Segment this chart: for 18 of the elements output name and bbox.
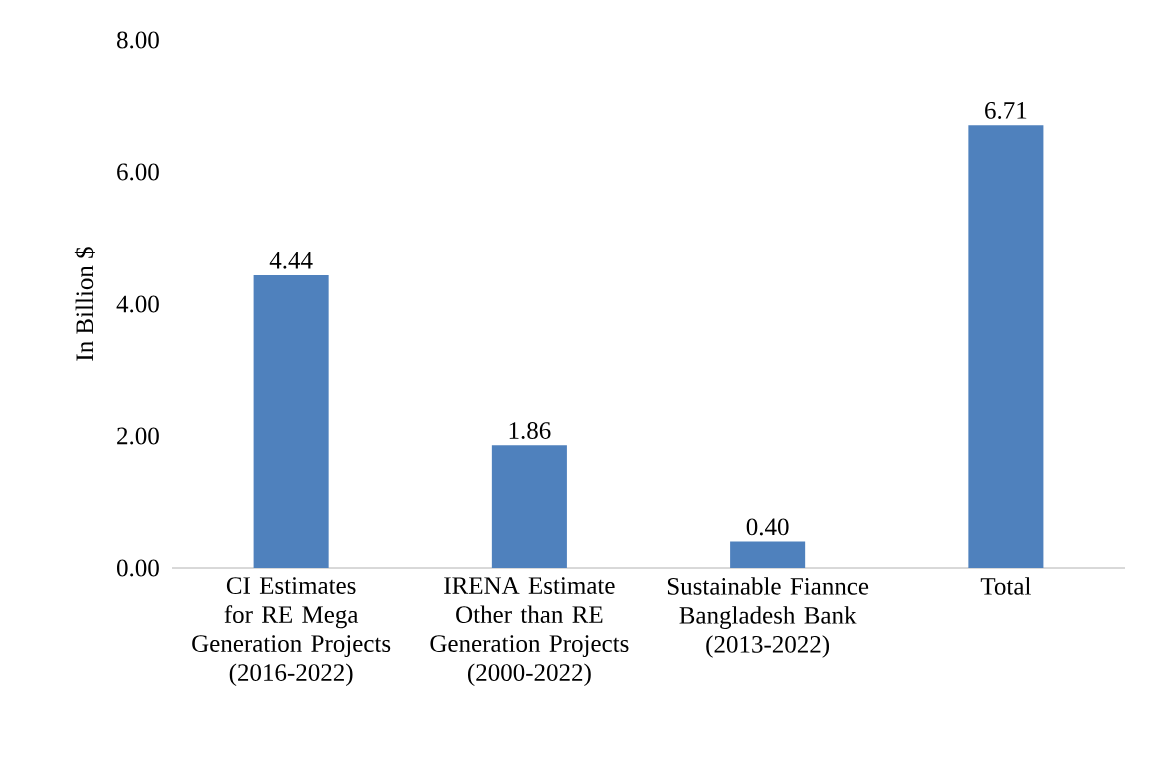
x-tick-label: IRENA Estimate Other than RE Generation Projects (2000-2022) [430, 577, 629, 687]
y-tick-label: 8.00 [117, 31, 159, 49]
x-tick-label: CI Estimates for RE Mega Generation Projects (2016-2022) [192, 577, 391, 687]
x-tick-label: Total [980, 577, 1031, 595]
data-label: 1.86 [509, 422, 551, 440]
bar [968, 125, 1044, 568]
data-label: 6.71 [985, 102, 1027, 119]
data-label: 0.40 [746, 518, 789, 536]
y-tick-label: 6.00 [117, 163, 159, 181]
bar [491, 445, 567, 568]
bar [730, 541, 806, 568]
y-tick-label: 4.00 [116, 295, 159, 313]
bar [253, 274, 329, 568]
data-label: 4.44 [269, 251, 313, 269]
y-tick-label: 2.00 [117, 427, 159, 445]
y-tick-label: 0.00 [117, 559, 159, 577]
x-tick-label: Sustainable Fiannce Bangladesh Bank (2013-2022) [667, 577, 869, 658]
y-axis-title: In Billion $ [74, 247, 95, 361]
